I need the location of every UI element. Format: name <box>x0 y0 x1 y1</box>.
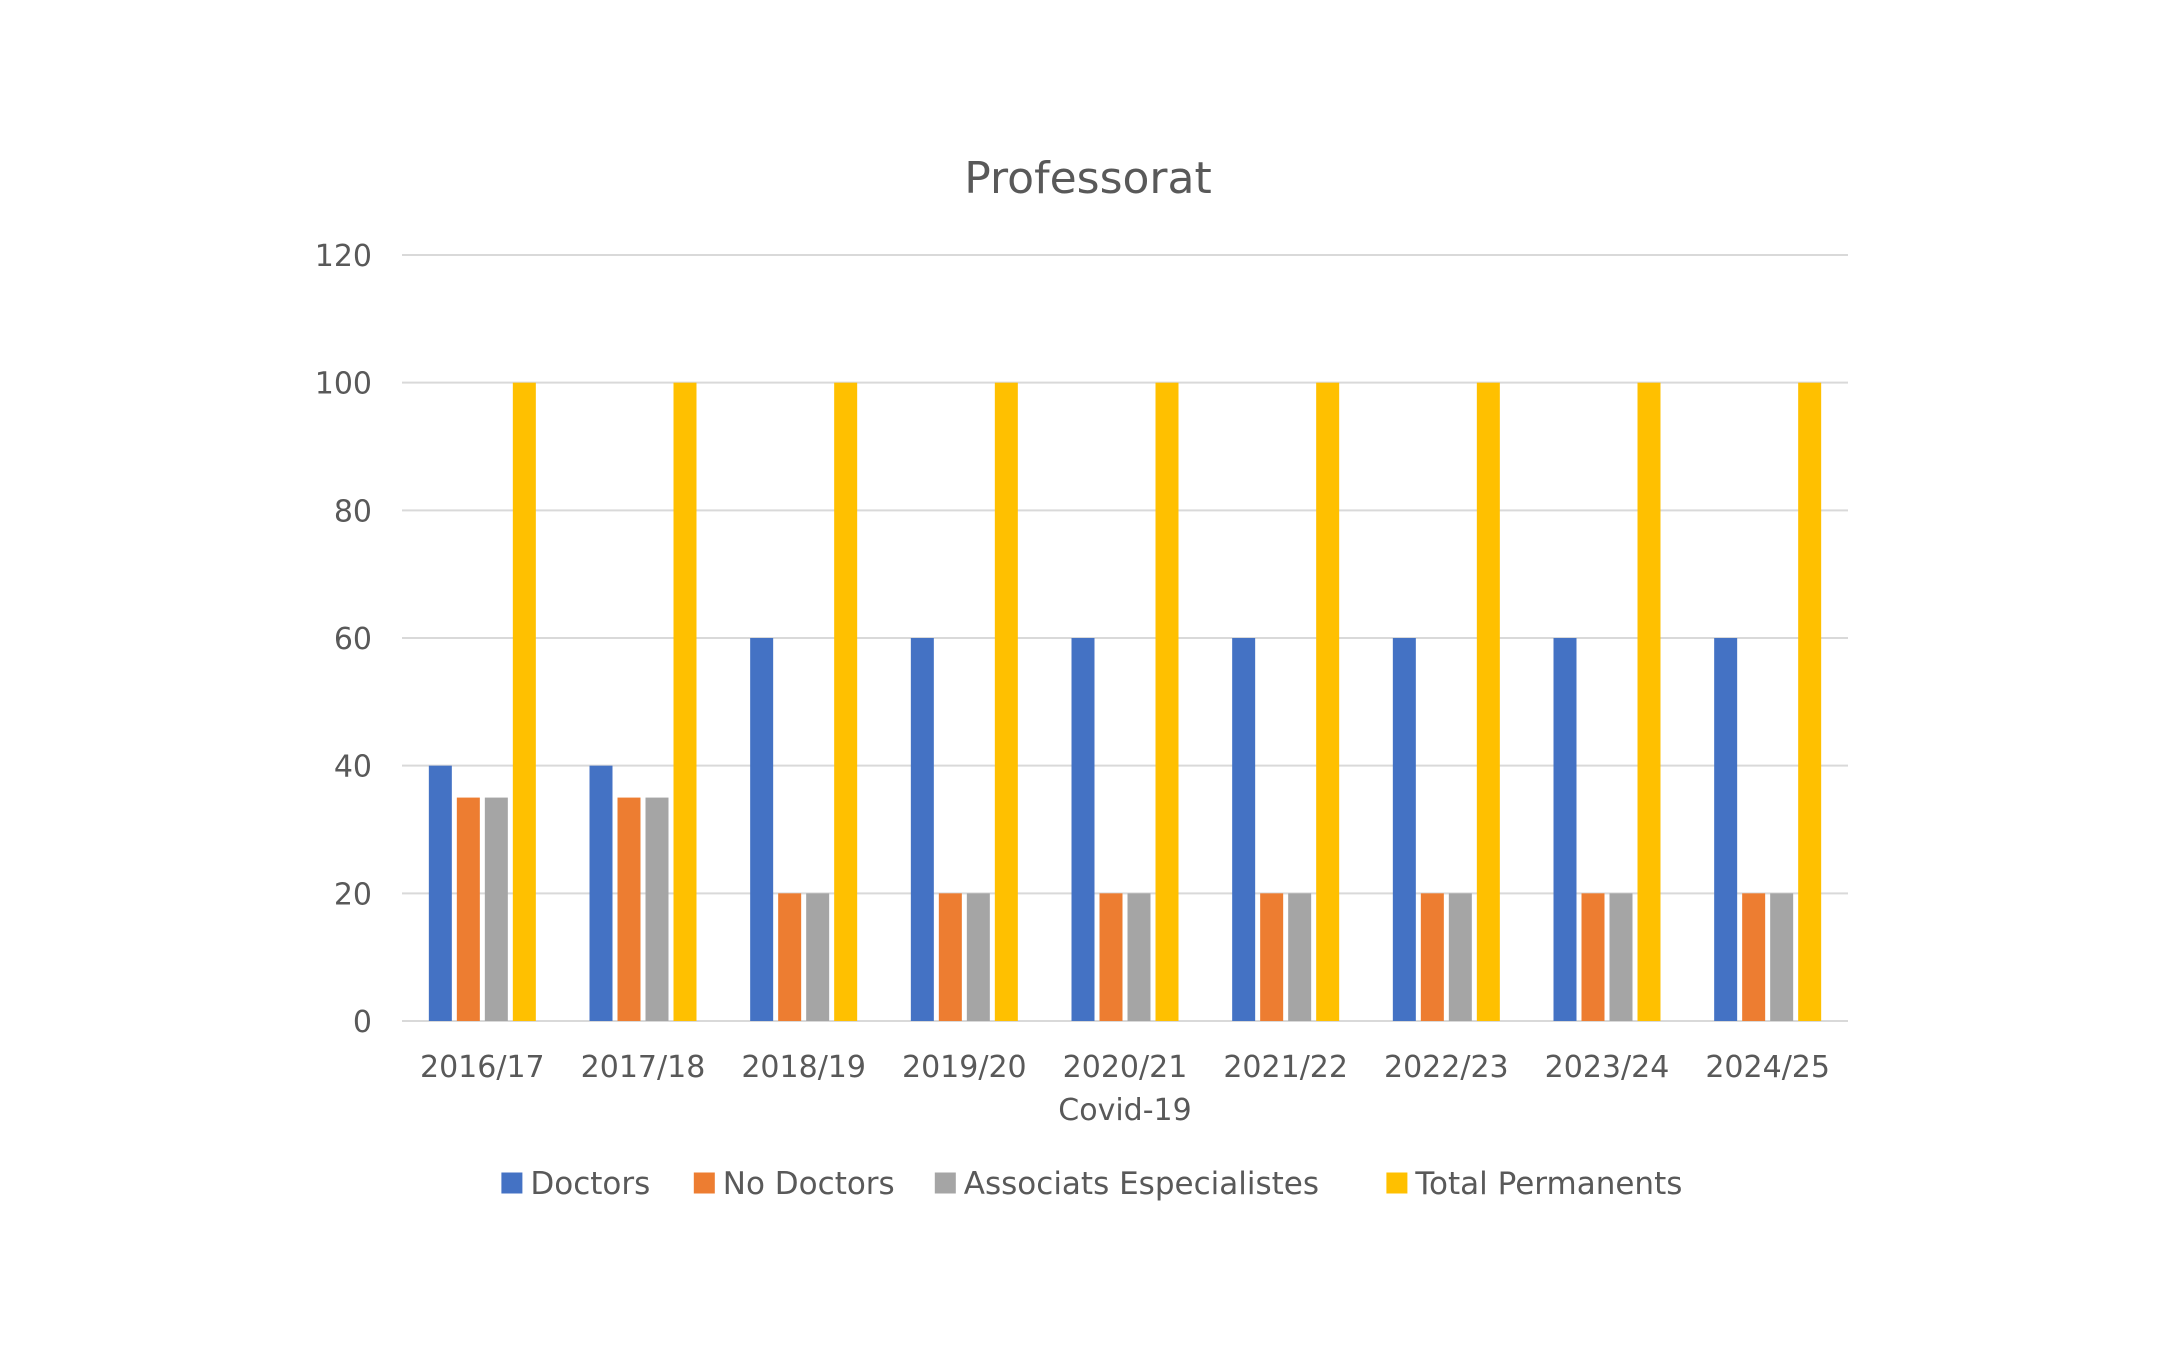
x-tick-label: 2018/19 <box>741 1050 866 1085</box>
bar-associats-especialistes <box>1609 893 1633 1021</box>
bar-associats-especialistes <box>645 797 669 1021</box>
bar-associats-especialistes <box>806 893 830 1021</box>
bar-no-doctors <box>1742 893 1766 1021</box>
x-axis-ticks: 2016/17 2017/18 2018/19 2019/20 2020/21 Covid… <box>420 1050 1830 1128</box>
bar-doctors <box>1392 638 1416 1021</box>
legend-label: No Doctors <box>723 1166 895 1202</box>
legend-label: Doctors <box>530 1166 650 1202</box>
bar-total-permanents <box>673 382 697 1022</box>
bar-doctors <box>428 765 452 1021</box>
chart-title: Professorat <box>964 153 1211 204</box>
legend-label: Associats Especialistes <box>964 1166 1319 1202</box>
legend-label: Total Permanents <box>1414 1166 1682 1202</box>
bar-doctors <box>1071 638 1095 1021</box>
bar-no-doctors <box>617 797 641 1021</box>
legend-swatch <box>1386 1172 1408 1194</box>
bar-associats-especialistes <box>1127 893 1151 1021</box>
bar-doctors <box>1232 638 1256 1021</box>
bar-associats-especialistes <box>1770 893 1794 1021</box>
bar-associats-especialistes <box>484 797 508 1021</box>
bar-no-doctors <box>1581 893 1605 1021</box>
y-tick-label: 60 <box>334 622 372 657</box>
x-tick-label: Covid-19 <box>1058 1093 1191 1128</box>
gridlines <box>402 254 1848 1022</box>
bar-doctors <box>589 765 613 1021</box>
x-tick-label: 2017/18 <box>581 1050 706 1085</box>
x-tick-label: 2016/17 <box>420 1050 545 1085</box>
y-tick-label: 20 <box>334 877 372 912</box>
bar-total-permanents <box>512 382 536 1022</box>
bar-no-doctors <box>938 893 962 1021</box>
bar-no-doctors <box>778 893 802 1021</box>
bar-doctors <box>750 638 774 1021</box>
bar-total-permanents <box>834 382 858 1022</box>
bar-associats-especialistes <box>1288 893 1312 1021</box>
legend: Doctors No Doctors Associats Especialistes… <box>501 1166 1682 1202</box>
bar-total-permanents <box>1316 382 1340 1022</box>
bar-doctors <box>1553 638 1577 1021</box>
x-tick-label: 2022/23 <box>1384 1050 1509 1085</box>
bar-no-doctors <box>1260 893 1284 1021</box>
bar-no-doctors <box>1099 893 1123 1021</box>
y-tick-label: 0 <box>353 1005 372 1040</box>
bar-no-doctors <box>456 797 480 1021</box>
bar-doctors <box>1714 638 1738 1021</box>
bar-total-permanents <box>1637 382 1661 1022</box>
bar-total-permanents <box>1798 382 1822 1022</box>
y-tick-label: 100 <box>315 367 372 402</box>
x-tick-label: 2021/22 <box>1223 1050 1348 1085</box>
legend-swatch <box>934 1172 956 1194</box>
bar-doctors <box>910 638 934 1021</box>
legend-swatch <box>501 1172 523 1194</box>
x-tick-label: 2023/24 <box>1545 1050 1670 1085</box>
x-tick-label: 2019/20 <box>902 1050 1027 1085</box>
bar-associats-especialistes <box>966 893 990 1021</box>
x-tick-label: 2024/25 <box>1705 1050 1830 1085</box>
y-tick-label: 40 <box>334 750 372 785</box>
bar-associats-especialistes <box>1448 893 1472 1021</box>
bar-no-doctors <box>1420 893 1444 1021</box>
bar-total-permanents <box>994 382 1018 1022</box>
y-tick-label: 120 <box>315 239 372 274</box>
y-axis-ticks: 0 20 40 60 80 100 120 <box>315 239 372 1040</box>
y-tick-label: 80 <box>334 494 372 529</box>
legend-swatch <box>693 1172 715 1194</box>
x-tick-label: 2020/21 <box>1063 1050 1188 1085</box>
bar-total-permanents <box>1476 382 1500 1022</box>
bar-total-permanents <box>1155 382 1179 1022</box>
bars <box>428 382 1822 1022</box>
